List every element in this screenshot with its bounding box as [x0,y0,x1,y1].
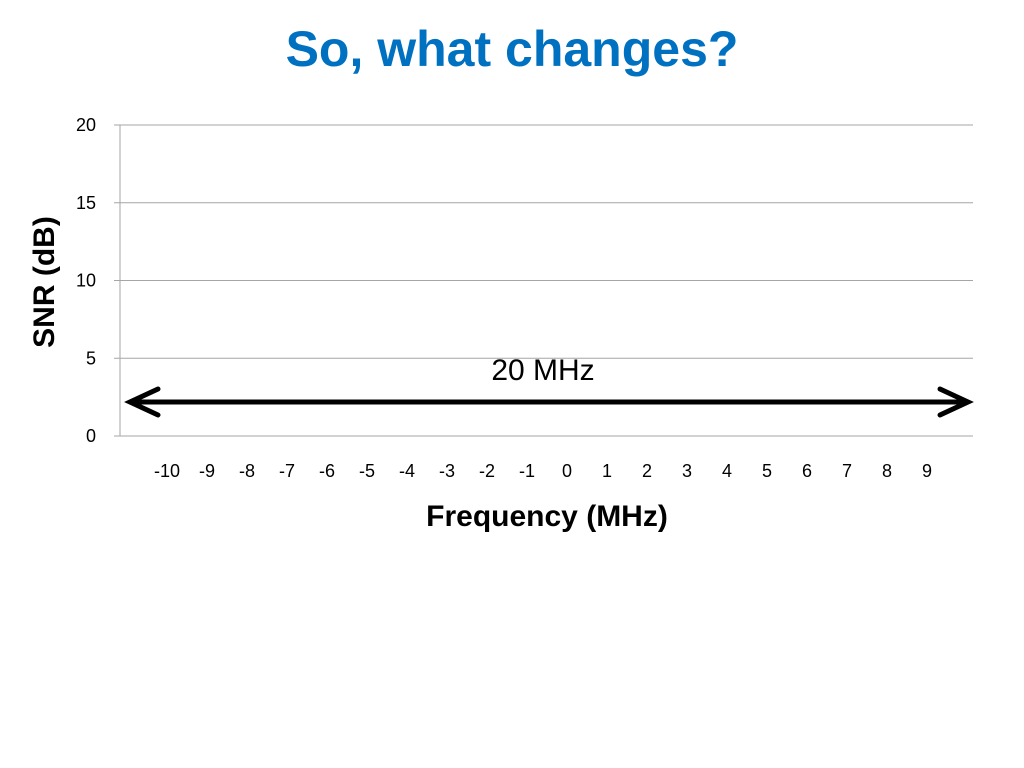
x-tick-label: -6 [319,461,335,481]
x-tick-label: 9 [922,461,932,481]
x-tick-label: -8 [239,461,255,481]
y-tick-label: 15 [76,193,96,213]
x-tick-label: 2 [642,461,652,481]
x-tick-label: 3 [682,461,692,481]
y-tick-label: 10 [76,271,96,291]
x-tick-label: 5 [762,461,772,481]
y-tick-labels: 0 5 10 15 20 [76,115,96,446]
x-tick-label: 8 [882,461,892,481]
x-axis-label: Frequency (MHz) [426,500,668,533]
y-tick-label: 0 [86,426,96,446]
arrow-head-left [124,386,161,418]
x-tick-label: -2 [479,461,495,481]
x-tick-label: 7 [842,461,852,481]
y-tick-label: 20 [76,115,96,135]
bandwidth-label: 20 MHz [491,354,594,387]
arrow-head-right [937,386,974,418]
annotations: 20 MHz [124,354,974,418]
x-tick-labels: -10 -9 -8 -7 -6 -5 -4 -3 -2 -1 0 1 2 3 4 5 6 7 8 9 [154,461,932,481]
gridlines [114,124,973,437]
x-tick-label: -10 [154,461,180,481]
x-tick-label: -3 [439,461,455,481]
x-tick-label: -4 [399,461,415,481]
x-tick-label: 1 [602,461,612,481]
x-tick-label: 4 [722,461,732,481]
x-tick-label: -7 [279,461,295,481]
x-tick-label: 0 [562,461,572,481]
x-tick-label: -5 [359,461,375,481]
x-tick-label: -1 [519,461,535,481]
x-tick-label: 6 [802,461,812,481]
y-tick-label: 5 [86,348,96,368]
slide-title: So, what changes? [285,21,739,77]
y-axis-label: SNR (dB) [28,216,61,348]
x-tick-label: -9 [199,461,215,481]
